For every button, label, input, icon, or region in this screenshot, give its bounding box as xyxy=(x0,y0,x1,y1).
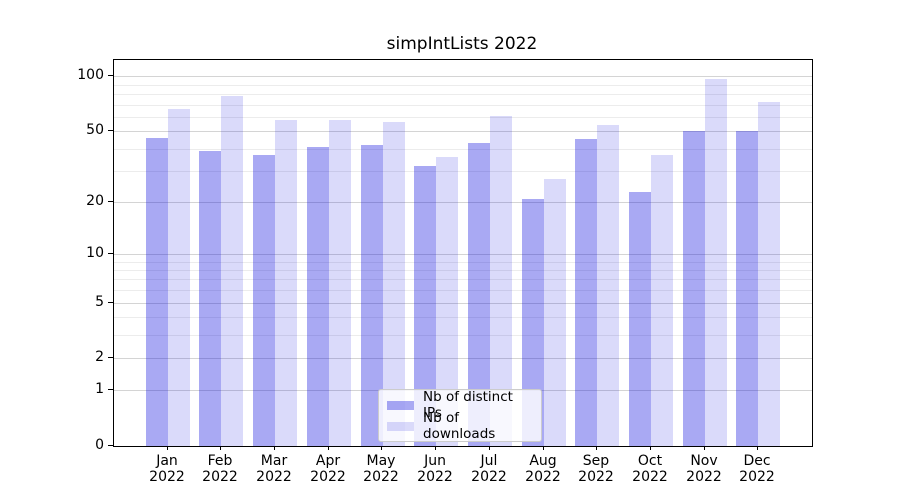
legend: Nb of distinct IPs Nb of downloads xyxy=(378,389,542,442)
y-tick-label: 100 xyxy=(77,67,104,83)
bar-downloads-dec xyxy=(758,102,781,446)
gridline-major xyxy=(114,131,812,132)
x-tick-mark xyxy=(757,446,758,450)
legend-row-distinct-ips: Nb of distinct IPs xyxy=(387,389,532,421)
y-tick-mark xyxy=(108,130,113,131)
x-tick-mark xyxy=(704,446,705,450)
bar-downloads-jun xyxy=(436,156,459,446)
y-tick-label: 2 xyxy=(95,349,104,365)
bar-ips-feb xyxy=(199,150,222,446)
chart-title: simpIntLists 2022 xyxy=(386,34,538,54)
y-tick-label: 5 xyxy=(95,294,104,310)
gridline-minor xyxy=(114,270,812,271)
bar-downloads-jul xyxy=(489,115,512,446)
gridline-minor xyxy=(114,335,812,336)
x-tick-label-jun: Jun 2022 xyxy=(417,453,453,485)
bar-ips-sep xyxy=(575,139,598,446)
plot-area: Nb of distinct IPs Nb of downloads xyxy=(113,59,813,447)
bar-downloads-aug xyxy=(543,179,566,446)
gridline-minor xyxy=(114,290,812,291)
x-tick-label-nov: Nov 2022 xyxy=(686,453,722,485)
x-tick-mark xyxy=(328,446,329,450)
bar-downloads-feb xyxy=(221,96,244,446)
gridline-major xyxy=(114,254,812,255)
legend-swatch-distinct-ips xyxy=(387,400,414,410)
bar-ips-may xyxy=(360,144,383,446)
y-tick-mark xyxy=(108,201,113,202)
x-tick-label-jul: Jul 2022 xyxy=(471,453,507,485)
x-tick-mark xyxy=(274,446,275,450)
y-tick-label: 1 xyxy=(95,381,104,397)
x-tick-label-feb: Feb 2022 xyxy=(202,453,238,485)
gridline-major xyxy=(114,76,812,77)
y-tick-label: 50 xyxy=(86,122,104,138)
y-tick-label: 0 xyxy=(95,437,104,453)
bar-ips-oct xyxy=(628,191,651,446)
bar-ips-dec xyxy=(736,131,759,446)
bar-ips-jun xyxy=(414,166,437,446)
bar-downloads-may xyxy=(382,122,405,446)
x-tick-label-may: May 2022 xyxy=(363,453,399,485)
bar-downloads-nov xyxy=(704,78,727,446)
gridline-minor xyxy=(114,317,812,318)
x-tick-mark xyxy=(220,446,221,450)
gridline-minor xyxy=(114,149,812,150)
legend-row-downloads: Nb of downloads xyxy=(387,410,532,442)
x-tick-mark xyxy=(381,446,382,450)
y-tick-mark xyxy=(108,75,113,76)
x-tick-label-sep: Sep 2022 xyxy=(578,453,614,485)
bar-downloads-jan xyxy=(167,109,190,446)
x-tick-label-mar: Mar 2022 xyxy=(256,453,292,485)
gridline-major xyxy=(114,303,812,304)
gridline-minor xyxy=(114,171,812,172)
bar-ips-apr xyxy=(306,146,329,446)
bar-downloads-oct xyxy=(650,154,673,446)
x-tick-mark xyxy=(543,446,544,450)
bar-ips-nov xyxy=(682,131,705,446)
gridline-minor xyxy=(114,117,812,118)
legend-label-downloads: Nb of downloads xyxy=(423,410,496,442)
y-tick-mark xyxy=(108,302,113,303)
y-tick-mark xyxy=(108,389,113,390)
bar-downloads-sep xyxy=(597,125,620,446)
y-tick-mark xyxy=(108,253,113,254)
legend-label-distinct-ips: Nb of distinct IPs xyxy=(423,389,513,421)
bars-layer xyxy=(114,60,812,446)
x-tick-mark xyxy=(489,446,490,450)
x-tick-mark xyxy=(650,446,651,450)
bar-ips-jan xyxy=(145,137,168,446)
x-tick-label-oct: Oct 2022 xyxy=(632,453,668,485)
gridline-major xyxy=(114,358,812,359)
y-tick-mark xyxy=(108,357,113,358)
x-tick-label-jan: Jan 2022 xyxy=(149,453,185,485)
bar-ips-mar xyxy=(253,154,276,446)
legend-swatch-downloads xyxy=(387,421,414,431)
x-tick-mark xyxy=(596,446,597,450)
y-tick-label: 20 xyxy=(86,193,104,209)
bar-downloads-mar xyxy=(275,119,298,446)
y-tick-label: 10 xyxy=(86,245,104,261)
gridline-minor xyxy=(114,279,812,280)
y-tick-mark xyxy=(108,445,113,446)
gridline-major xyxy=(114,202,812,203)
x-tick-label-apr: Apr 2022 xyxy=(310,453,346,485)
x-tick-label-aug: Aug 2022 xyxy=(525,453,561,485)
bar-downloads-apr xyxy=(328,119,351,446)
x-tick-mark xyxy=(167,446,168,450)
x-tick-mark xyxy=(435,446,436,450)
gridline-minor xyxy=(114,105,812,106)
gridline-minor xyxy=(114,262,812,263)
bar-ips-aug xyxy=(521,198,544,446)
x-tick-label-dec: Dec 2022 xyxy=(739,453,775,485)
bar-ips-jul xyxy=(467,143,490,446)
gridline-minor xyxy=(114,94,812,95)
gridline-minor xyxy=(114,85,812,86)
